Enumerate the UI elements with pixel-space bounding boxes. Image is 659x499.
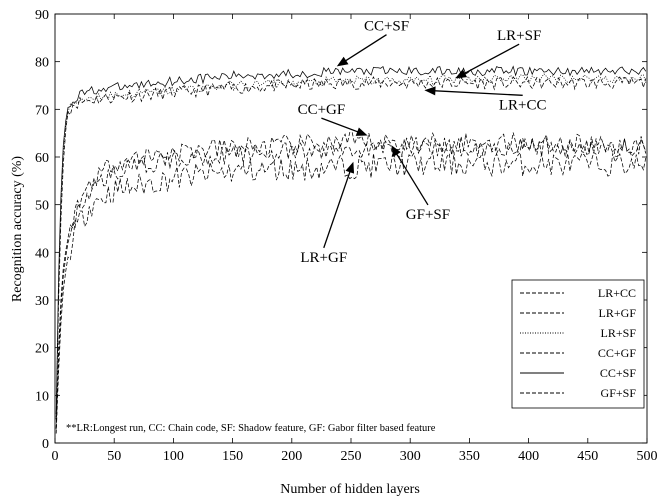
x-tick-label: 0 [52, 449, 59, 464]
series-line-cc-sf [55, 65, 647, 415]
legend-label: LR+GF [599, 306, 637, 320]
y-tick-label: 90 [35, 8, 49, 23]
annotation-label: LR+GF [300, 250, 347, 266]
legend-label: GF+SF [601, 386, 637, 400]
annotation-arrow-head [336, 56, 349, 67]
series-line-lr-cc [55, 75, 647, 420]
footnote: **LR:Longest run, CC: Chain code, SF: Sh… [66, 423, 436, 434]
x-tick-label: 350 [459, 449, 480, 464]
y-tick-label: 10 [35, 389, 49, 404]
series-lines [55, 65, 647, 434]
x-tick-label: 250 [341, 449, 362, 464]
legend-box [511, 279, 645, 409]
axis-ticks: 0 50 100 150 200 250 300 350 400 450 500 0 10 20 30 40 5… [35, 8, 658, 464]
x-tick-label: 450 [577, 449, 598, 464]
annotation-arrow [321, 117, 363, 135]
annotation-arrow-head [391, 145, 401, 157]
x-tick-label: 300 [400, 449, 421, 464]
x-tick-label: 500 [637, 449, 658, 464]
x-tick-label: 50 [107, 449, 121, 464]
annotation-arrow-head [345, 161, 355, 174]
annotation-arrow-head [424, 86, 436, 96]
annotation-arrow-head [455, 69, 468, 79]
y-tick-label: 70 [35, 103, 49, 118]
annotation-label: LR+SF [497, 28, 541, 44]
legend-label: LR+SF [601, 326, 637, 340]
annotation-arrow-head [355, 127, 368, 136]
y-tick-label: 30 [35, 294, 49, 309]
annotation-arrow [430, 89, 523, 96]
legend-label: CC+GF [598, 346, 636, 360]
x-tick-label: 400 [518, 449, 539, 464]
annotation-arrow [393, 149, 429, 206]
x-tick-label: 100 [163, 449, 184, 464]
y-tick-label: 0 [42, 437, 49, 452]
y-tick-label: 80 [35, 56, 49, 71]
annotation-arrow [323, 167, 353, 249]
legend: LR+CC LR+GF LR+SF CC+GF CC+SF GF+SF [511, 279, 645, 409]
x-tick-label: 200 [281, 449, 302, 464]
y-tick-label: 40 [35, 246, 49, 261]
series-line-lr-gf [55, 150, 647, 434]
series-line-lr-sf [55, 73, 647, 420]
annotation-label: GF+SF [406, 207, 450, 223]
y-tick-label: 20 [35, 342, 49, 357]
y-tick-label: 60 [35, 151, 49, 166]
legend-label: CC+SF [600, 366, 636, 380]
y-tick-label: 50 [35, 199, 49, 214]
annotation-label: CC+GF [298, 102, 346, 118]
series-line-gf-sf [55, 137, 647, 429]
annotations: CC+SF LR+SF LR+CC CC+GF GF+SF LR+GF [298, 19, 547, 266]
legend-label: LR+CC [598, 286, 636, 300]
annotation-label: LR+CC [499, 97, 547, 113]
y-axis-label: Recognition accuracy (%) [10, 156, 25, 302]
series-line-cc-gf [55, 132, 647, 429]
annotation-arrow [341, 34, 387, 64]
x-axis-label: Number of hidden layers [280, 482, 420, 497]
annotation-label: CC+SF [364, 19, 409, 35]
annotation-arrow [460, 43, 520, 77]
x-tick-label: 150 [222, 449, 243, 464]
